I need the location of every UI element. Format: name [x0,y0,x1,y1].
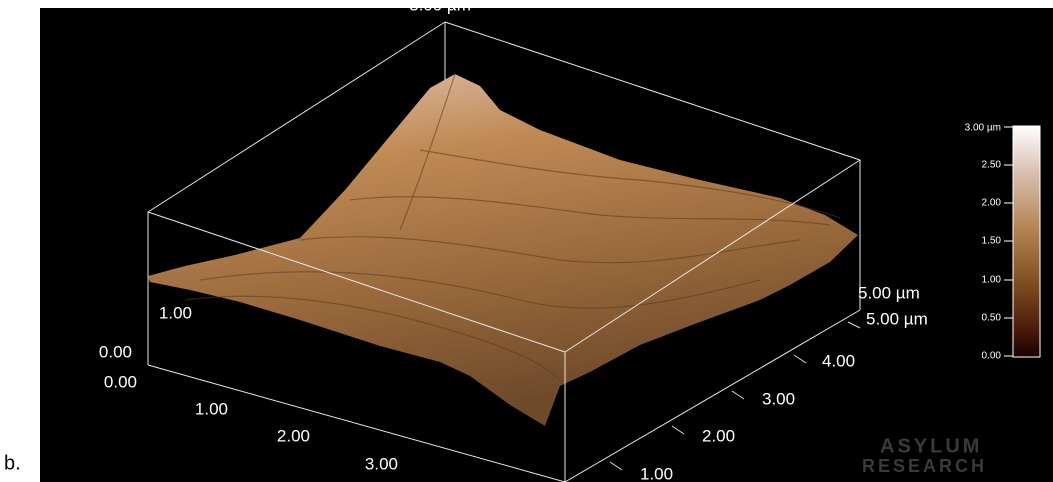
z-tick-label: 0.00 [99,342,132,361]
surface [148,74,858,426]
y-ticks [609,321,861,471]
z-axis-top-label: 3.00 µm [409,0,471,14]
panel-label: b. [4,452,21,474]
x-tick-label: 2.00 [277,426,310,445]
x-tick-label: 0.00 [104,372,137,391]
bounding-box [147,21,861,365]
colorbar-label: 1.00 [982,275,1002,286]
logo-line1: ASYLUM [880,435,982,457]
y-tick-label: 4.00 [822,351,855,370]
x-tick-label: 3.00 [365,454,398,473]
y-axis-end-label: 5.00 µm [858,283,920,302]
y-tick-label: 2.00 [702,426,735,445]
z-tick-label: 1.00 [159,303,192,322]
y-tick-label: 1.00 [640,464,673,482]
logo-line2: RESEARCH [862,456,987,476]
colorbar-label: 2.00 [982,198,1002,209]
colorbar-label: 1.50 [982,236,1002,247]
colorbar-label: 3.00 µm [965,123,1001,134]
x-tick-label: 1.00 [195,399,228,418]
colorbar-ticks [1004,126,1013,357]
colorbar-label: 2.50 [982,160,1002,171]
surface-ridges [184,73,841,381]
y-tick-label: 5.00 µm [866,309,928,328]
y-tick-label: 3.00 [762,389,795,408]
colorbar-label: 0.50 [982,313,1002,324]
colorbar-label: 0.00 [982,351,1002,362]
colorbar [1012,125,1041,358]
bounding-box-front [147,159,861,482]
